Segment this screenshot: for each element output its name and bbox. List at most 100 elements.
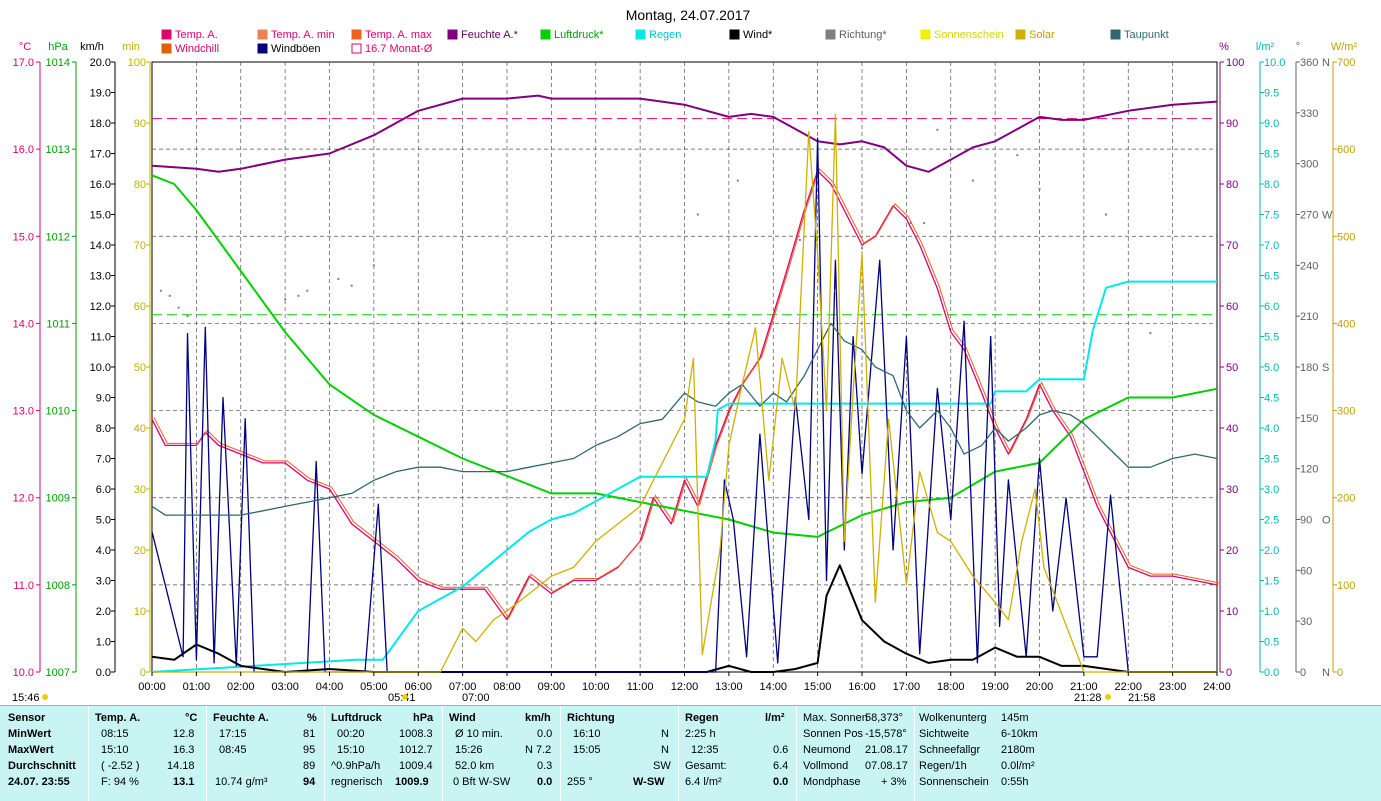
astro-label-1: Sonnen Pos bbox=[803, 728, 863, 740]
axis-solar-label: 100 bbox=[1337, 580, 1355, 592]
dir-degrees: 255 ° bbox=[567, 776, 593, 788]
axis-hum-label: 20 bbox=[1226, 545, 1238, 557]
temp-avg-value: 14.18 bbox=[167, 760, 195, 772]
rain-total-value: 6.4 bbox=[773, 760, 789, 772]
series-feuchte-a bbox=[151, 94, 1218, 173]
axis-solar-label: 500 bbox=[1337, 231, 1355, 243]
axis-wind-label: 4.0 bbox=[96, 545, 111, 557]
misc-value-2: 2180m bbox=[1001, 744, 1035, 756]
axis-wind-label: 5.0 bbox=[96, 515, 111, 527]
axis-press-label: 1012 bbox=[46, 231, 70, 243]
axis-wind-label: 20.0 bbox=[90, 57, 111, 69]
misc-value-0: 145m bbox=[1001, 712, 1029, 724]
legend-swatch bbox=[1015, 29, 1026, 40]
legend-label: Taupunkt bbox=[1124, 29, 1169, 41]
axis-dir-label: 30 bbox=[1300, 616, 1312, 628]
temp-current-note: F: 94 % bbox=[101, 776, 139, 788]
sun-icon bbox=[42, 694, 48, 700]
rain-current-value: 0.0 bbox=[773, 776, 789, 788]
axis-rain-label: 6.5 bbox=[1264, 271, 1279, 283]
dir-min-value: N bbox=[661, 728, 669, 740]
axis-rain-label: 8.0 bbox=[1264, 179, 1279, 191]
series-richtung-point bbox=[1016, 154, 1019, 157]
series-richtung-point bbox=[350, 284, 353, 287]
axis-rain-label: 0.0 bbox=[1264, 667, 1279, 679]
axis-temp-label: 13.0 bbox=[13, 406, 34, 418]
x-tick-label: 13:00 bbox=[715, 681, 743, 693]
marker-sunset2: 21:58 bbox=[1128, 692, 1156, 704]
row-label-current: 24.07. 23:55 bbox=[8, 776, 70, 788]
unit-solar: W/m² bbox=[1331, 41, 1358, 53]
x-tick-label: 22:00 bbox=[1114, 681, 1142, 693]
axis-wind-label: 1.0 bbox=[96, 637, 111, 649]
press-current-value: 1009.9 bbox=[395, 776, 429, 788]
misc-value-1: 6-10km bbox=[1001, 728, 1038, 740]
axis-rain-label: 9.5 bbox=[1264, 88, 1279, 100]
series-richtung-point bbox=[372, 264, 375, 267]
series-richtung-point bbox=[159, 289, 162, 292]
hum-abs-value: 10.74 g/m³ bbox=[215, 776, 268, 788]
axis-wind-label: 7.0 bbox=[96, 454, 111, 466]
rain-header: Regen bbox=[685, 712, 719, 724]
wind-avg-value: 0.3 bbox=[537, 760, 553, 772]
x-tick-label: 08:00 bbox=[493, 681, 521, 693]
legend-label: Windchill bbox=[175, 43, 219, 55]
axis-dir-label: 180 bbox=[1300, 362, 1318, 374]
stats-panel: Sensor MinWert MaxWert Durchschnitt 24.0… bbox=[0, 705, 1381, 801]
axis-rain-label: 8.5 bbox=[1264, 149, 1279, 161]
wind-avg10-value: 0.0 bbox=[537, 728, 553, 740]
legend-swatch bbox=[540, 29, 551, 40]
row-label-min: MinWert bbox=[8, 728, 52, 740]
axis-min-label: 60 bbox=[134, 301, 146, 313]
legend-swatch bbox=[1110, 29, 1121, 40]
axis-hum-label: 10 bbox=[1226, 606, 1238, 618]
axis-wind-label: 6.0 bbox=[96, 484, 111, 496]
axis-temp-label: 12.0 bbox=[13, 493, 34, 505]
legend-label: Sonnenschein bbox=[934, 29, 1004, 41]
axis-hum-label: 40 bbox=[1226, 423, 1238, 435]
axes: 00:00 01:00 02:00 03:00 04:00 05:00 06:00 07:00… bbox=[13, 57, 1356, 693]
legend-swatch bbox=[447, 29, 458, 40]
axis-hum-label: 90 bbox=[1226, 118, 1238, 130]
axis-rain-label: 2.5 bbox=[1264, 515, 1279, 527]
legend-swatch bbox=[729, 29, 740, 40]
axis-units: °C hPa km/h min% l/m² ° W/m² bbox=[19, 41, 1358, 53]
series-richtung-point bbox=[1038, 188, 1041, 191]
series-richtung-point bbox=[1105, 213, 1108, 216]
axis-min-label: 10 bbox=[134, 606, 146, 618]
axis-rain-label: 3.0 bbox=[1264, 484, 1279, 496]
axis-hum-label: 100 bbox=[1226, 57, 1244, 69]
astro-label-2: Neumond bbox=[803, 744, 851, 756]
wind-unit: km/h bbox=[525, 712, 551, 724]
axis-min-label: 90 bbox=[134, 118, 146, 130]
wind-max-value: N 7.2 bbox=[525, 744, 552, 756]
axis-temp-label: 11.0 bbox=[13, 580, 34, 592]
axis-dir-label: 0 bbox=[1300, 667, 1306, 679]
misc-label-2: Schneefallgr bbox=[919, 744, 981, 756]
dir-current-value: W-SW bbox=[633, 776, 665, 788]
series-richtung-point bbox=[177, 306, 180, 309]
axis-rain-label: 0.5 bbox=[1264, 637, 1279, 649]
axis-wind-label: 13.0 bbox=[90, 271, 111, 283]
x-tick-label: 19:00 bbox=[981, 681, 1009, 693]
astro-label-0: Max. Sonnen bbox=[803, 712, 868, 724]
axis-hum-label: 30 bbox=[1226, 484, 1238, 496]
x-tick-label: 23:00 bbox=[1159, 681, 1187, 693]
unit-temp: °C bbox=[19, 41, 31, 53]
series-temp-max bbox=[153, 167, 1220, 619]
series-richtung-point bbox=[297, 294, 300, 297]
legend-label: 16.7 Monat-Ø bbox=[365, 43, 433, 55]
x-tick-label: 21:00 bbox=[1070, 681, 1098, 693]
axis-wind-label: 12.0 bbox=[90, 301, 111, 313]
axis-rain-label: 5.5 bbox=[1264, 332, 1279, 344]
misc-label-4: Sonnenschein bbox=[919, 776, 989, 788]
series-richtung-point bbox=[798, 238, 801, 241]
axis-temp-label: 15.0 bbox=[13, 231, 34, 243]
axis-wind-label: 9.0 bbox=[96, 393, 111, 405]
wind-avg10-label: Ø 10 min. bbox=[455, 728, 503, 740]
rain-unit: l/m² bbox=[765, 712, 785, 724]
misc-label-1: Sichtweite bbox=[919, 728, 970, 740]
axis-wind-label: 17.0 bbox=[90, 149, 111, 161]
legend-swatch bbox=[257, 43, 268, 54]
axis-solar-label: 300 bbox=[1337, 406, 1355, 418]
